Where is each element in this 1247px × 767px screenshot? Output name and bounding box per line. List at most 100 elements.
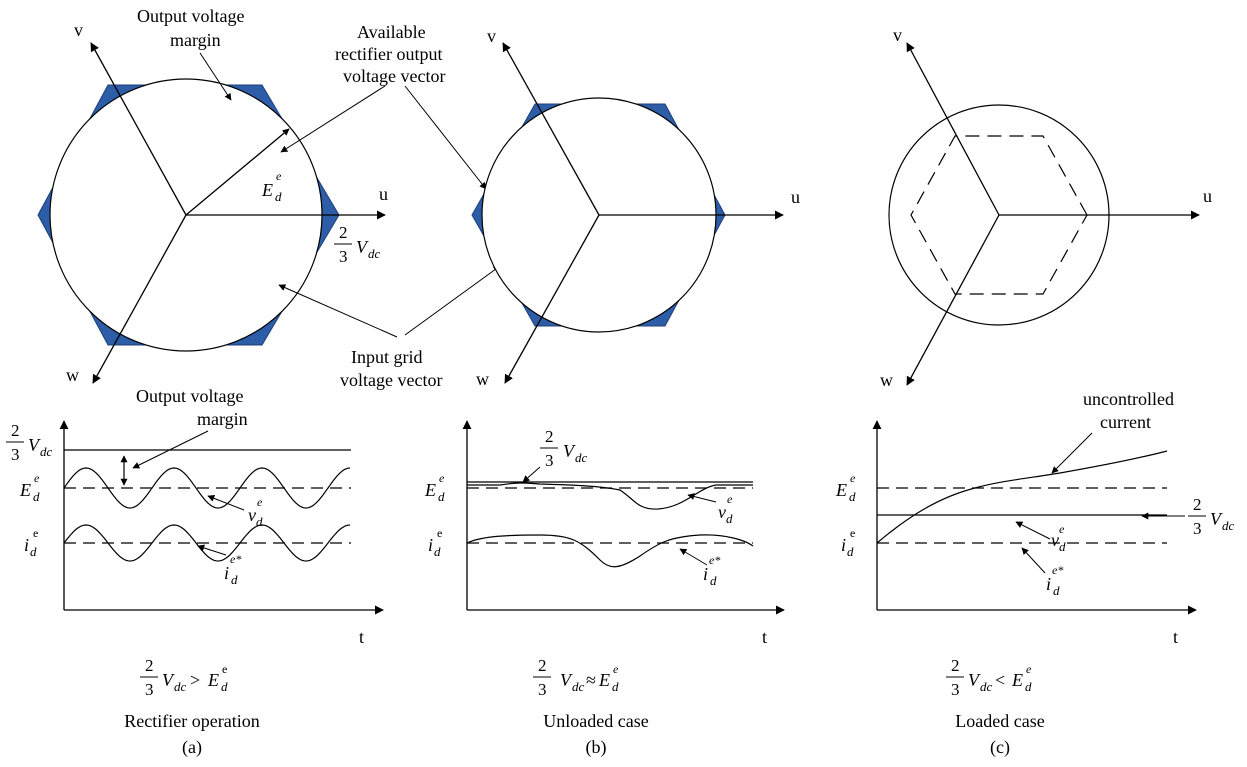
svg-text:i: i: [841, 535, 846, 555]
output-margin-label-2: Output voltage margin: [132, 386, 248, 469]
svg-text:>: >: [190, 670, 200, 690]
w-axis-b: [504, 214, 600, 384]
svg-text:e*: e*: [709, 553, 720, 567]
available-rectifier-vector-label: Available rectifier output voltage vecto…: [280, 22, 487, 190]
svg-text:e: e: [850, 526, 855, 540]
svg-text:d: d: [1053, 583, 1060, 598]
svg-text:v: v: [1051, 530, 1059, 550]
id-waveform-a: [63, 524, 351, 562]
v-label-b: v: [487, 26, 496, 46]
output-voltage-margin-label: Output voltage margin: [137, 6, 244, 101]
svg-text:e: e: [437, 526, 442, 540]
svg-text:2: 2: [545, 427, 554, 446]
svg-text:e: e: [613, 662, 619, 676]
label-c: (c): [990, 737, 1010, 758]
svg-text:voltage vector: voltage vector: [343, 66, 445, 86]
svg-text:dc: dc: [368, 246, 381, 261]
svg-text:rectifier output: rectifier output: [335, 44, 442, 64]
panel-b-vector-diagram: u v w: [471, 26, 800, 389]
svg-text:E: E: [424, 480, 436, 500]
svg-text:Input grid: Input grid: [351, 347, 423, 367]
dashed-hexagon-c: [910, 135, 1088, 295]
svg-text:2: 2: [11, 421, 20, 440]
svg-text:d: d: [30, 544, 37, 559]
w-label-c: w: [880, 370, 893, 390]
svg-text:≈: ≈: [586, 670, 596, 690]
svg-text:e: e: [850, 471, 856, 485]
w-axis-a: [92, 214, 187, 384]
label-a: (a): [182, 737, 202, 758]
svg-text:e: e: [1026, 662, 1032, 676]
svg-text:V: V: [563, 441, 576, 461]
two-thirds-vdc-label-a: 2 3 V dc: [334, 223, 381, 266]
svg-text:E: E: [19, 480, 31, 500]
vd-label-a: v d e: [207, 495, 263, 529]
u-label-a: u: [379, 184, 388, 204]
svg-text:e: e: [33, 526, 38, 540]
w-axis-c: [906, 214, 1000, 386]
uncontrolled-label: uncontrolled current: [1051, 389, 1174, 474]
svg-text:Output voltage: Output voltage: [137, 6, 244, 26]
uncontrolled-current-curve: [876, 450, 1168, 544]
id-ref-label-c: i d e*: [1021, 547, 1063, 598]
svg-text:d: d: [438, 489, 445, 504]
v-axis-b: [502, 42, 600, 216]
panel-c-waveform: t E d e i d e uncontrolled current 2 3 V…: [835, 389, 1235, 647]
svg-text:d: d: [847, 544, 854, 559]
svg-text:Available: Available: [357, 22, 426, 42]
svg-text:d: d: [1059, 539, 1066, 554]
svg-text:dc: dc: [1222, 518, 1235, 533]
svg-text:dc: dc: [980, 679, 993, 694]
ed-label-wave-c: E d e: [835, 471, 856, 504]
u-label-c: u: [1203, 186, 1212, 206]
caption-c: Loaded case: [955, 711, 1044, 731]
w-label-a: w: [66, 365, 79, 385]
svg-text:d: d: [849, 489, 856, 504]
svg-text:i: i: [428, 535, 433, 555]
id-label-wave-b: i d e: [428, 526, 442, 559]
svg-text:e*: e*: [230, 552, 241, 566]
svg-text:E: E: [598, 670, 610, 690]
svg-text:v: v: [718, 502, 726, 522]
panel-a-vector-diagram: u v w E d e 2 3 V dc Output voltage marg…: [37, 6, 388, 385]
svg-text:i: i: [224, 563, 229, 583]
u-label-b: u: [791, 187, 800, 207]
input-grid-vector-label: Input grid voltage vector: [278, 265, 501, 390]
svg-text:2: 2: [1193, 495, 1202, 514]
svg-text:V: V: [1210, 509, 1223, 529]
vd-waveform-a: [63, 467, 351, 509]
svg-text:3: 3: [951, 680, 960, 699]
svg-text:E: E: [1011, 670, 1023, 690]
svg-text:V: V: [28, 435, 41, 455]
svg-text:<: <: [995, 670, 1005, 690]
svg-text:d: d: [612, 679, 619, 694]
svg-text:e*: e*: [1052, 563, 1063, 577]
svg-text:2: 2: [339, 223, 348, 242]
vd-waveform-b: [467, 482, 753, 510]
svg-text:dc: dc: [40, 444, 53, 459]
svg-text:e: e: [727, 492, 733, 506]
id-label-wave-a: i d e: [24, 526, 38, 559]
svg-text:d: d: [710, 573, 717, 588]
svg-text:2: 2: [145, 656, 154, 675]
id-waveform-b: [466, 534, 754, 568]
svg-text:voltage vector: voltage vector: [340, 370, 442, 390]
v-axis-c: [906, 42, 1000, 216]
svg-text:d: d: [256, 514, 263, 529]
t-label-a: t: [359, 627, 364, 647]
svg-text:i: i: [703, 564, 708, 584]
svg-text:3: 3: [339, 247, 348, 266]
svg-text:d: d: [1025, 679, 1032, 694]
svg-text:e: e: [257, 495, 263, 509]
vd-label-b: v d e: [687, 492, 733, 526]
svg-text:d: d: [33, 489, 40, 504]
svg-text:d: d: [726, 511, 733, 526]
id-ref-label-b: i d e*: [679, 548, 720, 588]
svg-text:V: V: [968, 670, 981, 690]
svg-text:V: V: [356, 237, 369, 257]
svg-text:dc: dc: [575, 450, 588, 465]
caption-a: Rectifier operation: [124, 711, 259, 731]
svg-text:d: d: [275, 189, 282, 204]
svg-text:margin: margin: [197, 409, 248, 429]
